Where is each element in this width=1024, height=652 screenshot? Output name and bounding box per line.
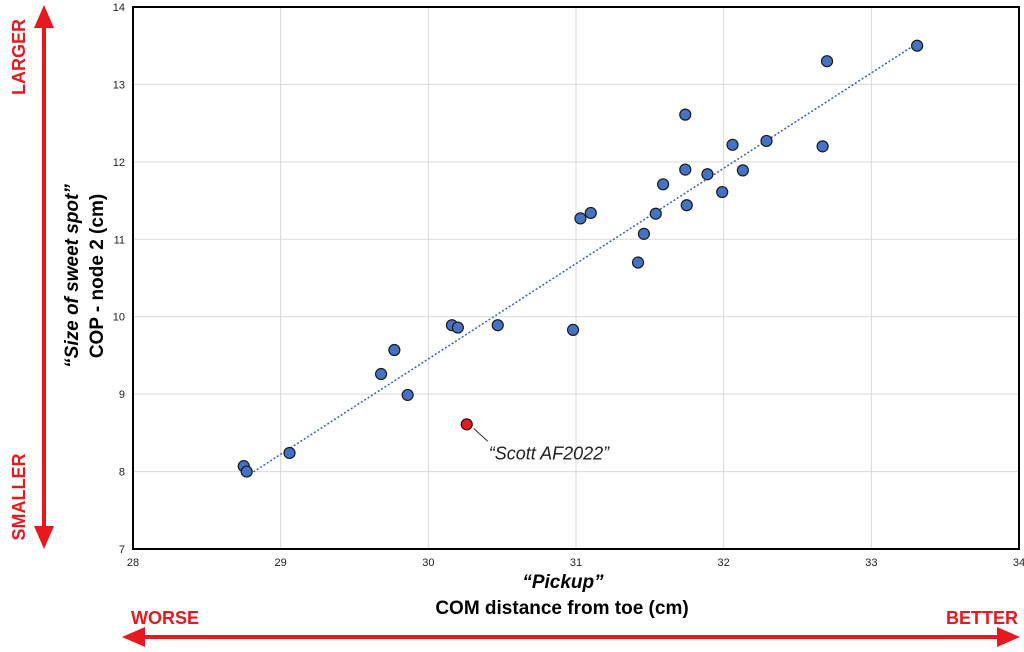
annotation-leader-line [473,427,489,442]
data-point [491,319,504,332]
x-axis-title-line2: COM distance from toe (cm) [435,598,688,619]
data-point [584,206,597,220]
data-point [566,323,580,336]
data-point [760,134,773,148]
data-point [657,178,670,191]
data-point [716,185,729,199]
better-label: BETTER [946,608,1018,628]
data-point [679,108,692,121]
data-point [388,343,401,357]
data-point [726,138,739,151]
x-tick-label: 30 [422,557,434,569]
y-axis-title-line1: “Size of sweet spot” [62,184,83,368]
x-tick-labels: 28 29 30 31 32 33 34 [127,557,1024,569]
data-point [911,39,924,52]
y-tick-label: 12 [113,157,125,169]
data-point [574,212,587,225]
data-point [679,163,692,176]
data-point [374,367,388,381]
data-point [631,256,645,269]
x-tick-label: 32 [718,557,730,569]
data-point [283,446,296,460]
data-point [649,207,662,220]
trendline-group [246,42,918,477]
gridlines [132,6,1020,550]
larger-label: LARGER [9,19,29,95]
data-point [816,140,829,153]
x-axis-title-line1: “Pickup” [522,572,604,593]
data-point [401,388,414,402]
data-point [637,227,651,240]
data-point [736,164,749,177]
data-point [451,321,464,334]
plot-area-border [132,6,1020,550]
data-points [237,39,924,478]
y-tick-label: 11 [114,234,125,246]
data-point [701,168,714,181]
highlight-point [460,418,473,431]
data-point [820,55,834,68]
y-tick-label: 9 [119,389,125,401]
y-tick-label: 7 [119,544,125,556]
y-tick-label: 14 [113,2,125,14]
x-tick-label: 33 [865,557,877,569]
smaller-label: SMALLER [9,454,29,541]
data-point [680,199,693,212]
y-tick-labels: 7 8 9 10 11 12 13 14 [113,2,125,556]
y-tick-label: 8 [119,467,125,479]
y-axis-title-line2: COP - node 2 (cm) [87,194,108,358]
annotation-label: “Scott AF2022” [489,443,610,463]
x-tick-label: 34 [1013,557,1024,569]
x-tick-label: 31 [570,557,582,569]
vertical-double-arrow-icon [34,5,54,549]
worse-label: WORSE [131,608,199,628]
y-tick-label: 10 [113,312,125,324]
trendline [246,42,918,477]
x-tick-label: 28 [127,557,139,569]
data-point [240,465,253,478]
y-tick-label: 13 [113,79,125,91]
x-tick-label: 29 [275,557,287,569]
horizontal-double-arrow-icon [122,627,1020,647]
